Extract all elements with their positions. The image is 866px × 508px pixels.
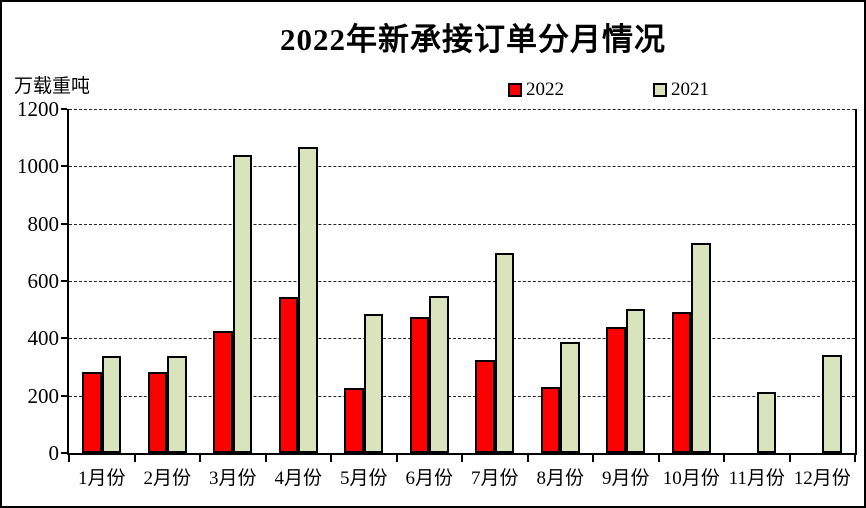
y-axis-tick-label-600: 600	[27, 269, 60, 293]
x-axis-label-5月份: 5月份	[339, 468, 388, 489]
bar-2021-12月份	[822, 354, 842, 453]
bar-2022-2月份	[147, 372, 168, 453]
y-axis-tick-400	[61, 337, 67, 340]
bar-2021-8月份	[560, 341, 580, 453]
x-axis-label-8月份: 8月份	[536, 468, 585, 489]
chart-title: 2022年新承接订单分月情况	[280, 22, 666, 57]
x-axis-label-12月份: 12月份	[793, 468, 851, 489]
bar-2022-3月份	[213, 330, 233, 453]
y-axis-tick-label-1200: 1200	[17, 97, 59, 121]
bar-2021-11月份	[756, 391, 777, 453]
gridline-200	[69, 395, 855, 397]
bar-2022-4月份	[278, 296, 299, 453]
legend-swatch-2021-icon	[653, 83, 667, 97]
bar-2021-5月份	[363, 313, 384, 453]
legend-label-2021: 2021	[671, 79, 709, 100]
y-axis-unit-label: 万载重吨	[14, 76, 91, 97]
y-axis-tick-label-800: 800	[27, 211, 60, 236]
bar-2022-5月份	[344, 387, 364, 453]
x-axis-tick-2	[199, 455, 201, 462]
x-axis-tick-1	[133, 455, 136, 462]
x-axis-label-4月份: 4月份	[274, 468, 323, 489]
bar-2021-6月份	[429, 295, 449, 453]
bar-2021-2月份	[167, 355, 187, 453]
x-axis-tick-3	[264, 455, 267, 462]
bar-2022-1月份	[82, 372, 102, 453]
legend-swatch-2022-icon	[508, 83, 522, 97]
y-axis-tick-1000	[61, 165, 67, 168]
legend-item-2021: 2021	[653, 79, 709, 101]
y-axis-tick-600	[61, 280, 67, 282]
x-axis-tick-6	[461, 455, 463, 462]
x-axis-label-11月份: 11月份	[728, 468, 785, 489]
bar-2022-7月份	[475, 359, 495, 453]
x-axis-label-2月份: 2月份	[143, 468, 192, 489]
bar-2021-10月份	[691, 243, 711, 453]
x-axis-tick-4	[330, 455, 332, 462]
legend-label-2022: 2022	[526, 79, 564, 100]
x-axis-label-9月份: 9月份	[601, 468, 650, 489]
x-axis-tick-8	[592, 455, 594, 462]
x-axis-tick-11	[788, 455, 791, 462]
x-axis-tick-0	[68, 455, 70, 462]
x-axis-tick-10	[723, 455, 725, 462]
x-axis-tick-5	[395, 455, 398, 462]
x-axis-tick-9	[657, 455, 660, 462]
y-axis-tick-200	[61, 394, 67, 397]
y-axis-tick-800	[61, 222, 67, 225]
gridline-1000	[69, 166, 855, 168]
x-axis-label-1月份: 1月份	[77, 468, 126, 489]
bar-2022-8月份	[540, 386, 561, 453]
x-axis-label-10月份: 10月份	[662, 468, 720, 489]
y-axis-tick-1200	[61, 108, 67, 110]
y-axis-tick-label-400: 400	[27, 326, 60, 351]
plot-area: 0 200 400 600 800 1000 1200 1月份 2月份 3月份 4月份 5月份 6月份 7…	[17, 97, 857, 489]
gridline-1200	[69, 109, 855, 110]
bar-2021-7月份	[494, 253, 515, 453]
x-axis-label-7月份: 7月份	[470, 468, 519, 489]
bar-2021-1月份	[101, 355, 122, 453]
x-axis-label-3月份: 3月份	[208, 468, 257, 489]
bar-2022-9月份	[606, 326, 626, 453]
bar-2022-6月份	[409, 316, 430, 453]
y-axis-tick-label-1000: 1000	[17, 154, 59, 179]
y-axis-tick-label-200: 200	[27, 383, 60, 408]
gridline-400	[69, 338, 855, 340]
legend-item-2022: 2022	[508, 79, 564, 101]
bar-2022-10月份	[671, 311, 692, 453]
x-axis-tick-7	[526, 455, 529, 462]
bar-2021-4月份	[298, 147, 318, 453]
x-axis-label-6月份: 6月份	[405, 468, 454, 489]
bar-2021-3月份	[232, 154, 253, 453]
x-axis-tick-12	[854, 455, 856, 462]
y-axis-tick-label-0: 0	[48, 441, 60, 465]
bar-2021-9月份	[625, 308, 646, 453]
gridline-800	[69, 223, 855, 225]
y-axis-tick-0	[61, 452, 67, 454]
gridline-600	[69, 281, 855, 282]
